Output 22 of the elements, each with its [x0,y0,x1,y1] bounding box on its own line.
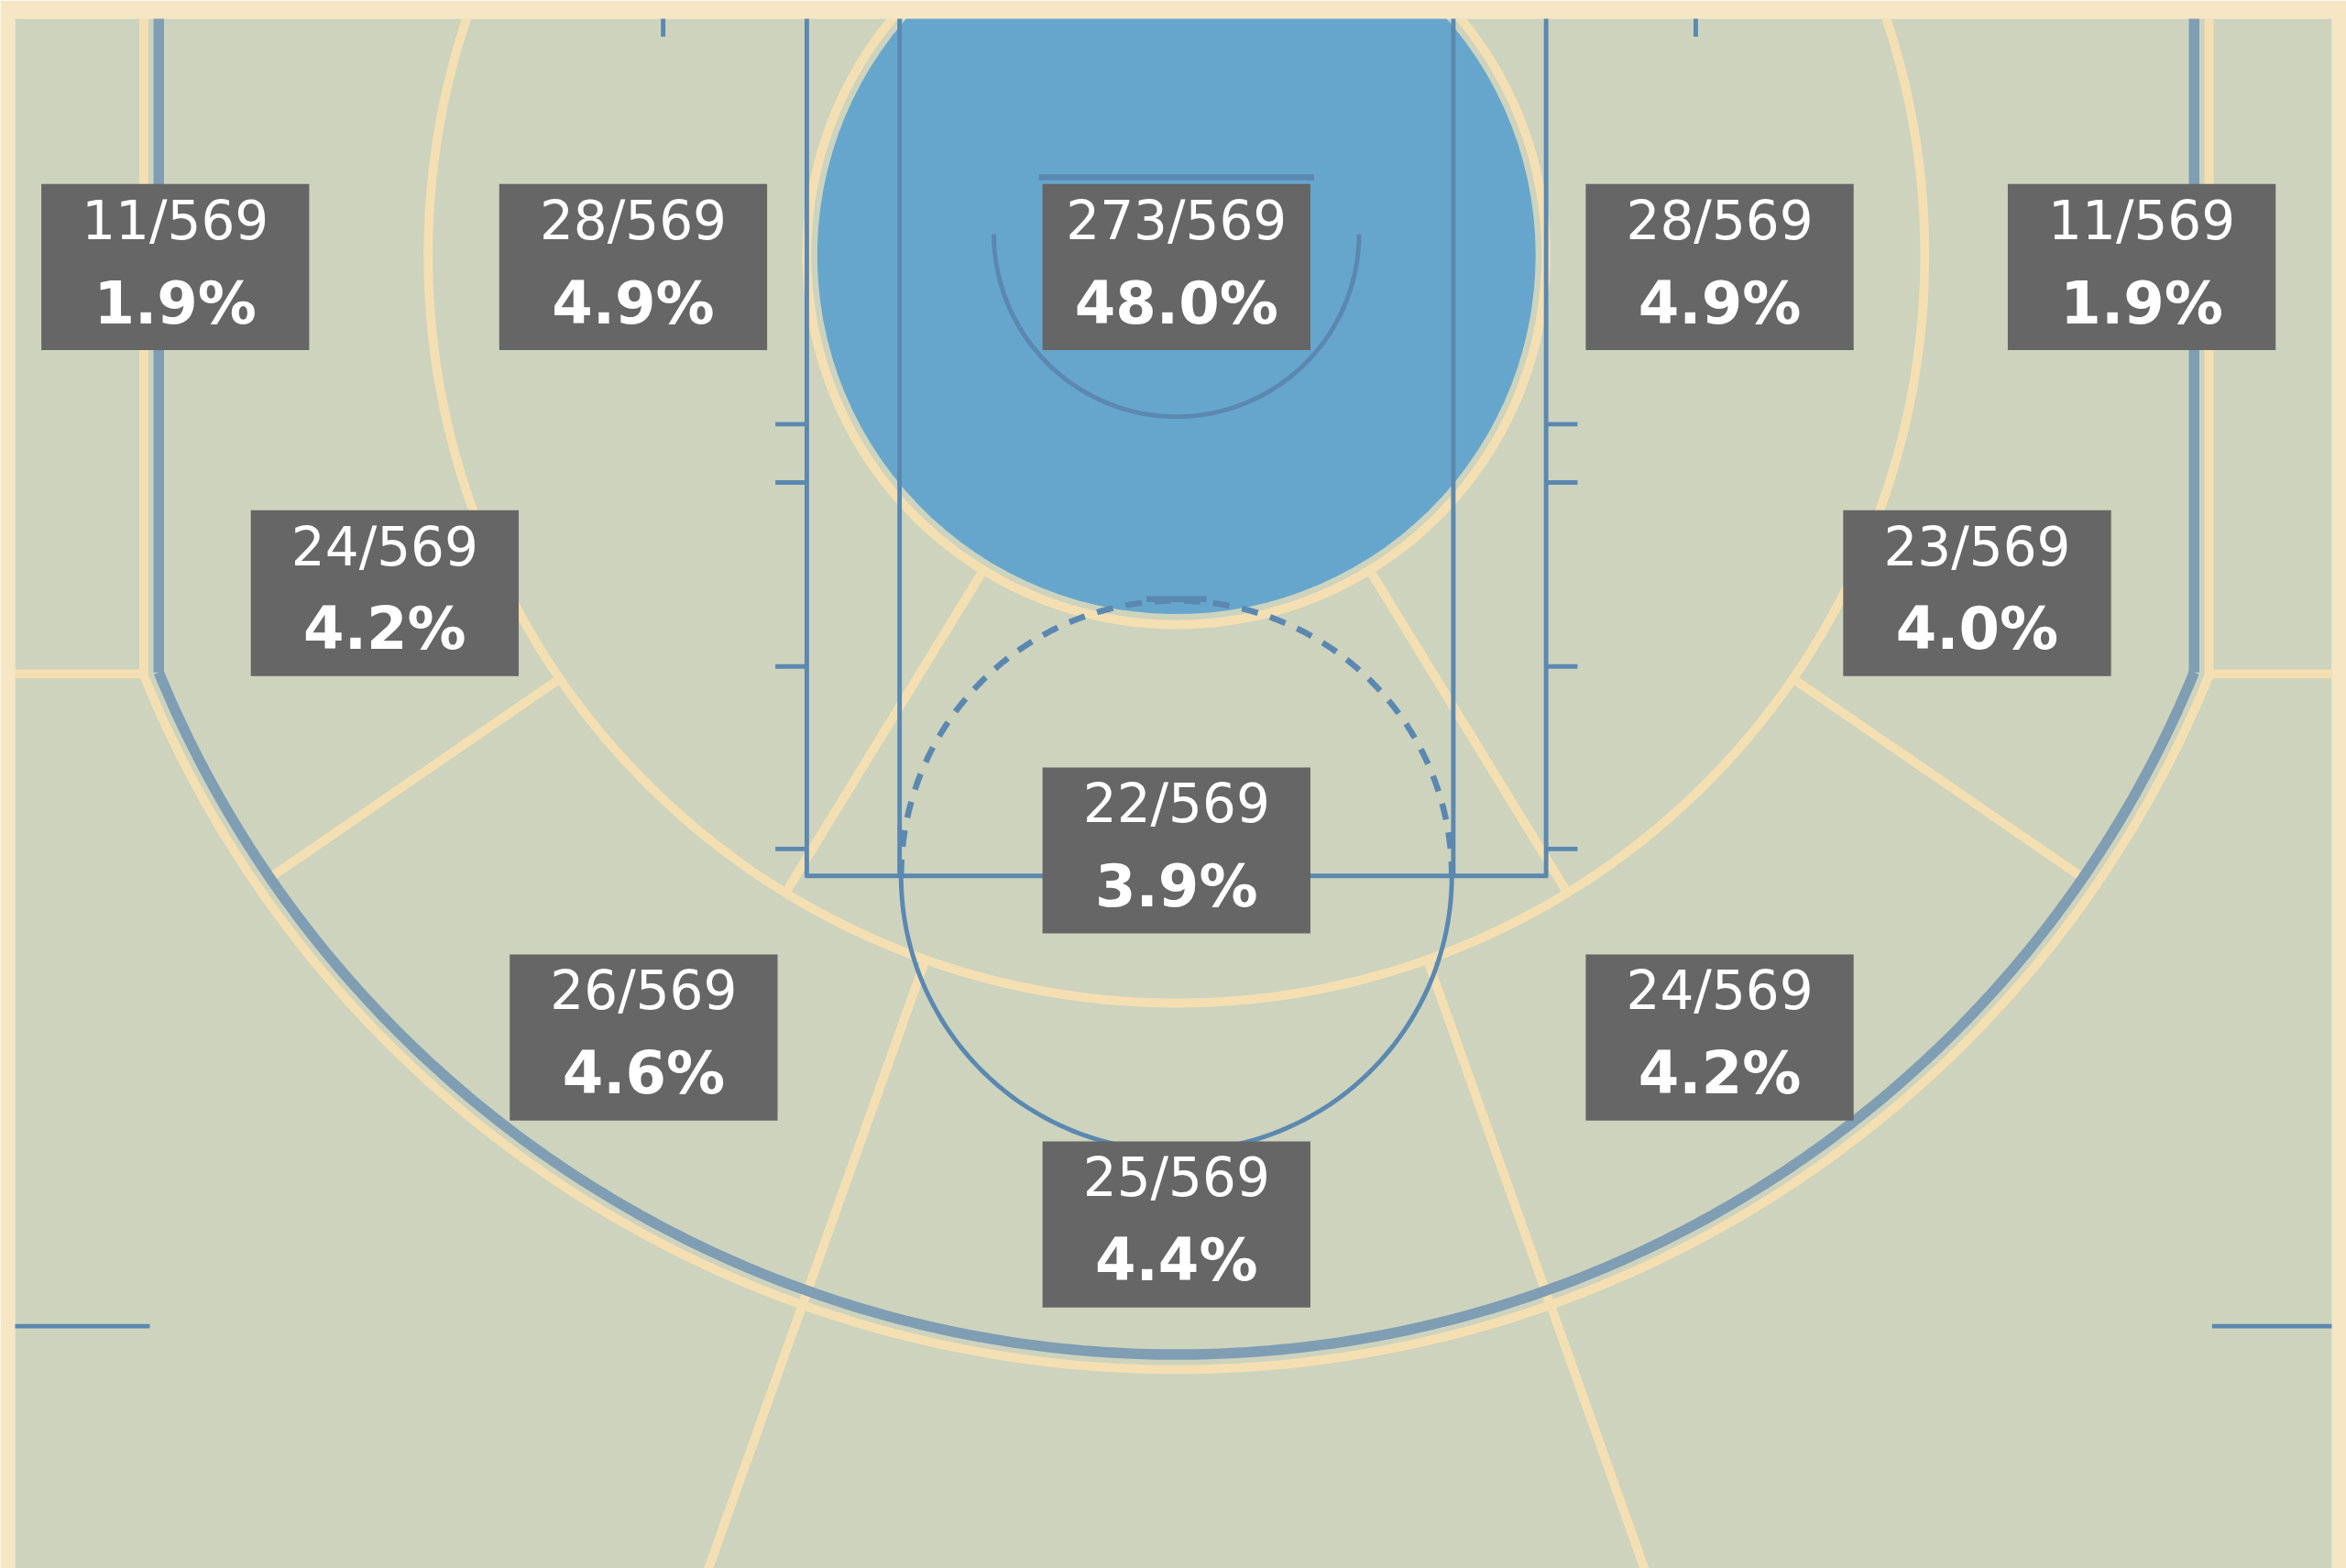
data-label: 4.9% [1638,269,1802,337]
data-label: 4.9% [552,269,715,337]
text: 22/569 [1082,773,1270,836]
text: 28/569 [1626,189,1814,252]
text: 24/569 [1626,959,1814,1023]
data-label: 4.2% [303,595,466,663]
data-label: 4.6% [562,1039,726,1108]
text: 25/569 [1082,1146,1270,1210]
text: 273/569 [1066,189,1288,252]
data-label: 1.9% [2060,269,2223,337]
data-label: 48.0% [1074,269,1278,337]
text: 23/569 [1883,515,2071,578]
text: 24/569 [291,515,478,578]
text: 11/569 [2048,189,2236,252]
text: 28/569 [539,189,727,252]
text: 26/569 [550,959,738,1023]
data-label: 4.4% [1095,1226,1258,1295]
data-label: 3.9% [1095,852,1258,921]
data-label: 4.2% [1638,1039,1802,1108]
text: 11/569 [82,189,269,252]
data-label: 1.9% [93,269,257,337]
data-label: 4.0% [1895,595,2059,663]
